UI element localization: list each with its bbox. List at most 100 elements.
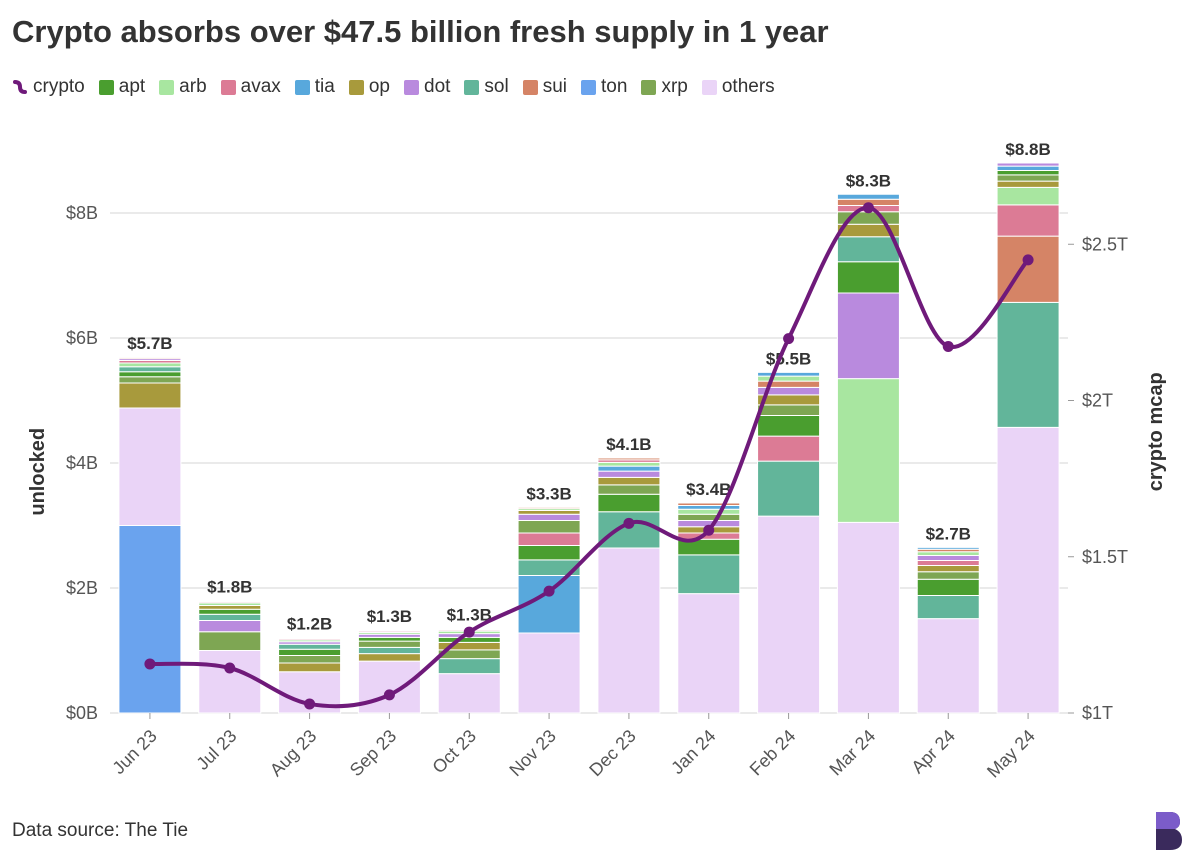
bar-label: $2.7B: [926, 524, 971, 543]
bar-segment: [836, 521, 900, 714]
bar-segment: [677, 513, 741, 521]
bar-segment: [836, 292, 900, 380]
bar-segment: [278, 648, 342, 656]
bar-segment: [677, 593, 741, 714]
bar-segment: [757, 375, 821, 382]
x-tick-label: Jul 23: [192, 726, 240, 774]
bar-segment: [996, 170, 1060, 176]
y2-axis-label: crypto mcap: [1145, 372, 1167, 491]
bar-segment: [916, 618, 980, 714]
bar-label: $3.3B: [526, 484, 571, 503]
bar-segment: [597, 511, 661, 549]
bar-segment: [357, 636, 421, 642]
bar-segment: [357, 640, 421, 648]
source: Data source: The Tie: [12, 820, 189, 841]
bar-segment: [198, 608, 262, 615]
bar-segment: [916, 595, 980, 620]
legend-item: avax: [220, 76, 281, 98]
bar-segment: [198, 620, 262, 633]
bar-segment: [357, 660, 421, 714]
line-point: [623, 517, 635, 529]
bar-segment: [118, 366, 182, 373]
chart-title: Crypto absorbs over $47.5 billion fresh …: [12, 14, 829, 49]
legend-item: sui: [522, 76, 568, 98]
bar-segment: [517, 532, 581, 546]
line-point: [703, 524, 715, 536]
bar-segment: [278, 662, 342, 673]
bar-segment: [357, 646, 421, 655]
line-point: [383, 689, 395, 701]
bar-segment: [118, 407, 182, 526]
bar-segment: [916, 565, 980, 573]
legend-item: crypto: [12, 76, 85, 98]
x-tick-label: Sep 23: [346, 726, 400, 780]
x-tick-label: Apr 24: [907, 726, 959, 778]
bar-label: $3.4B: [686, 480, 731, 499]
y-tick-label: $2B: [66, 578, 98, 598]
bar-segment: [916, 578, 980, 596]
bar-label: $1.3B: [367, 607, 412, 626]
bar-segment: [437, 658, 501, 675]
bar-segment: [278, 636, 342, 639]
bar-label: $1.3B: [447, 606, 492, 625]
bar-segment: [198, 650, 262, 714]
line-point: [463, 626, 475, 638]
bar-segment: [118, 376, 182, 384]
bar-segment: [757, 515, 821, 714]
legend-item: dot: [404, 76, 450, 98]
y2-tick-label: $1T: [1082, 703, 1113, 723]
bar-segment: [757, 435, 821, 462]
bar-segment: [996, 162, 1060, 167]
legend-swatch: [220, 79, 236, 95]
bar-segment: [836, 378, 900, 523]
legend-item: arb: [159, 76, 207, 98]
bar-segment: [597, 465, 661, 472]
legend-label: others: [721, 76, 775, 97]
bar-segment: [996, 174, 1060, 182]
bar-segment: [996, 165, 1060, 171]
bar-segment: [916, 555, 980, 561]
bar-segment: [836, 236, 900, 263]
bar-label: $8.8B: [1005, 140, 1050, 159]
bar-segment: [517, 545, 581, 561]
legend-swatch: [294, 79, 310, 95]
bar-label: $1.2B: [287, 614, 332, 633]
line: [149, 205, 1030, 709]
legend-swatch: [348, 79, 364, 95]
legend-label: op: [368, 76, 390, 97]
y-tick-label: $0B: [66, 703, 98, 723]
legend-label: arb: [179, 76, 207, 97]
bar-segment: [198, 605, 262, 610]
y2-tick-label: $2.5T: [1082, 234, 1128, 254]
y2-tick-label: $1.5T: [1082, 547, 1128, 567]
bar-segment: [757, 415, 821, 437]
bar-segment: [198, 613, 262, 621]
bar-segment: [437, 673, 501, 714]
legend-swatch: [641, 79, 657, 95]
bar-label: $4.1B: [606, 435, 651, 454]
bar-segment: [118, 371, 182, 378]
legend-label: sui: [542, 76, 568, 97]
bar-segment: [836, 261, 900, 294]
line-point: [144, 658, 156, 670]
x-tick-label: Feb 24: [746, 726, 800, 780]
bar-label: $1.8B: [207, 578, 252, 597]
line-point: [224, 662, 236, 674]
bar-segment: [597, 484, 661, 495]
bar-segment: [357, 629, 421, 631]
bar-segment: [517, 510, 581, 515]
y-axis-label: unlocked: [27, 428, 49, 516]
legend-item: apt: [98, 76, 145, 98]
bar-segment: [677, 505, 741, 510]
bar-segment: [278, 655, 342, 664]
legend-label: avax: [240, 76, 281, 97]
legend-swatch: [701, 79, 717, 95]
bar-segment: [677, 502, 741, 506]
bar-segment: [118, 356, 182, 358]
bar-segment: [198, 631, 262, 651]
x-tick-label: Aug 23: [266, 726, 320, 780]
bar-segment: [916, 560, 980, 566]
x-tick-label: Jun 23: [108, 726, 160, 778]
